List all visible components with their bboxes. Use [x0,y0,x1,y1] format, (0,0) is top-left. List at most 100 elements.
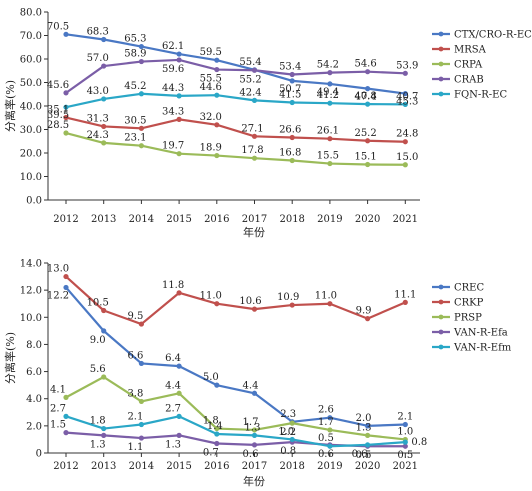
data-label: 62.1 [162,41,184,52]
data-label: 0.6 [318,449,334,460]
data-point [251,97,258,103]
data-label: 44.6 [200,82,222,93]
x-tick-label: 2020 [355,461,380,472]
series-line [65,286,406,427]
data-point [251,442,258,448]
y-tick-label: 10.0 [20,313,42,324]
data-label: 2.7 [50,403,66,414]
legend-marker [438,314,444,320]
data-point [176,363,182,369]
data-point [138,58,144,65]
data-label: 43.0 [87,86,109,97]
data-label: 1.0 [278,426,294,437]
data-label: 30.5 [124,115,146,126]
data-point [402,139,408,145]
data-point [327,427,333,433]
series-line [65,415,406,448]
x-tick-label: 2014 [129,214,154,225]
data-label: 0.6 [352,449,368,460]
x-tick-label: 2018 [279,461,304,472]
data-label: 58.9 [124,49,146,60]
data-point [214,431,220,437]
data-point [63,394,69,400]
data-point [214,122,220,128]
data-label: 1.8 [90,416,106,427]
data-point [365,442,371,448]
data-point [176,413,182,419]
data-point [365,316,371,322]
data-label: 1.3 [245,422,261,433]
data-label: 10.9 [277,292,299,303]
data-label: 1.0 [397,426,413,437]
data-label: 6.6 [127,350,143,361]
y-axis-title: 分离率(%) [3,332,17,384]
data-label: 59.5 [200,47,222,58]
data-label: 1.3 [356,422,372,433]
data-label: 5.6 [90,364,106,375]
legend-marker [438,61,444,67]
data-point [176,116,182,122]
y-axis-title: 分离率(%) [3,80,17,132]
data-point [63,430,69,436]
data-label: 2.2 [280,427,296,438]
data-label: 1.5 [50,420,66,431]
data-label: 27.1 [241,123,263,134]
y-tick-label: 80.0 [20,8,42,19]
data-label: 19.7 [162,141,184,152]
data-label: 47.4 [354,92,376,103]
data-label: 45.6 [47,80,69,91]
data-point [365,86,371,92]
data-point [327,415,333,421]
data-label: 11.0 [200,291,222,302]
legend-marker [438,31,444,37]
data-label: 1.4 [207,421,223,432]
data-point [251,67,258,73]
data-point [289,302,295,308]
data-point [251,390,258,396]
data-point [289,134,295,141]
data-point [63,90,69,96]
data-label: 15.0 [396,152,418,163]
data-label: 35.1 [47,105,69,116]
data-point [327,70,333,76]
data-label: 2.0 [356,413,372,424]
x-tick-label: 2013 [91,461,116,472]
legend-label: VAN-R-Efa [453,328,508,339]
data-label: 45.3 [396,97,418,108]
data-point [101,425,107,432]
data-point [138,321,144,327]
data-point [176,290,182,296]
data-label: 1.3 [165,439,181,450]
data-point [365,101,371,107]
data-point [138,125,144,131]
data-label: 32.0 [200,112,222,123]
data-label: 23.1 [124,133,146,144]
data-point [101,96,107,102]
data-label: 42.4 [239,87,261,98]
data-label: 9.9 [356,306,372,317]
data-point [327,443,333,449]
x-tick-label: 2021 [393,214,418,225]
series-line [65,58,406,94]
data-label: 70.5 [47,21,69,32]
data-label: 1.1 [127,442,143,453]
data-point [365,161,371,168]
data-label: 12.2 [47,290,69,301]
data-point [402,421,408,428]
data-point [101,432,107,438]
data-label: 26.1 [317,126,339,137]
data-label: 15.1 [354,152,376,163]
data-label: 55.2 [239,74,261,85]
data-point [138,43,144,50]
data-point [63,273,69,280]
data-label: 25.2 [354,128,376,139]
y-tick-label: 20.0 [20,149,42,160]
data-point [251,306,258,312]
x-tick-label: 2014 [129,461,154,472]
data-point [251,155,258,161]
data-label: 1.7 [243,417,259,428]
data-point [289,420,295,426]
data-label: 2.1 [127,412,143,423]
x-axis-title: 年份 [243,225,265,239]
data-label: 15.5 [317,151,339,162]
